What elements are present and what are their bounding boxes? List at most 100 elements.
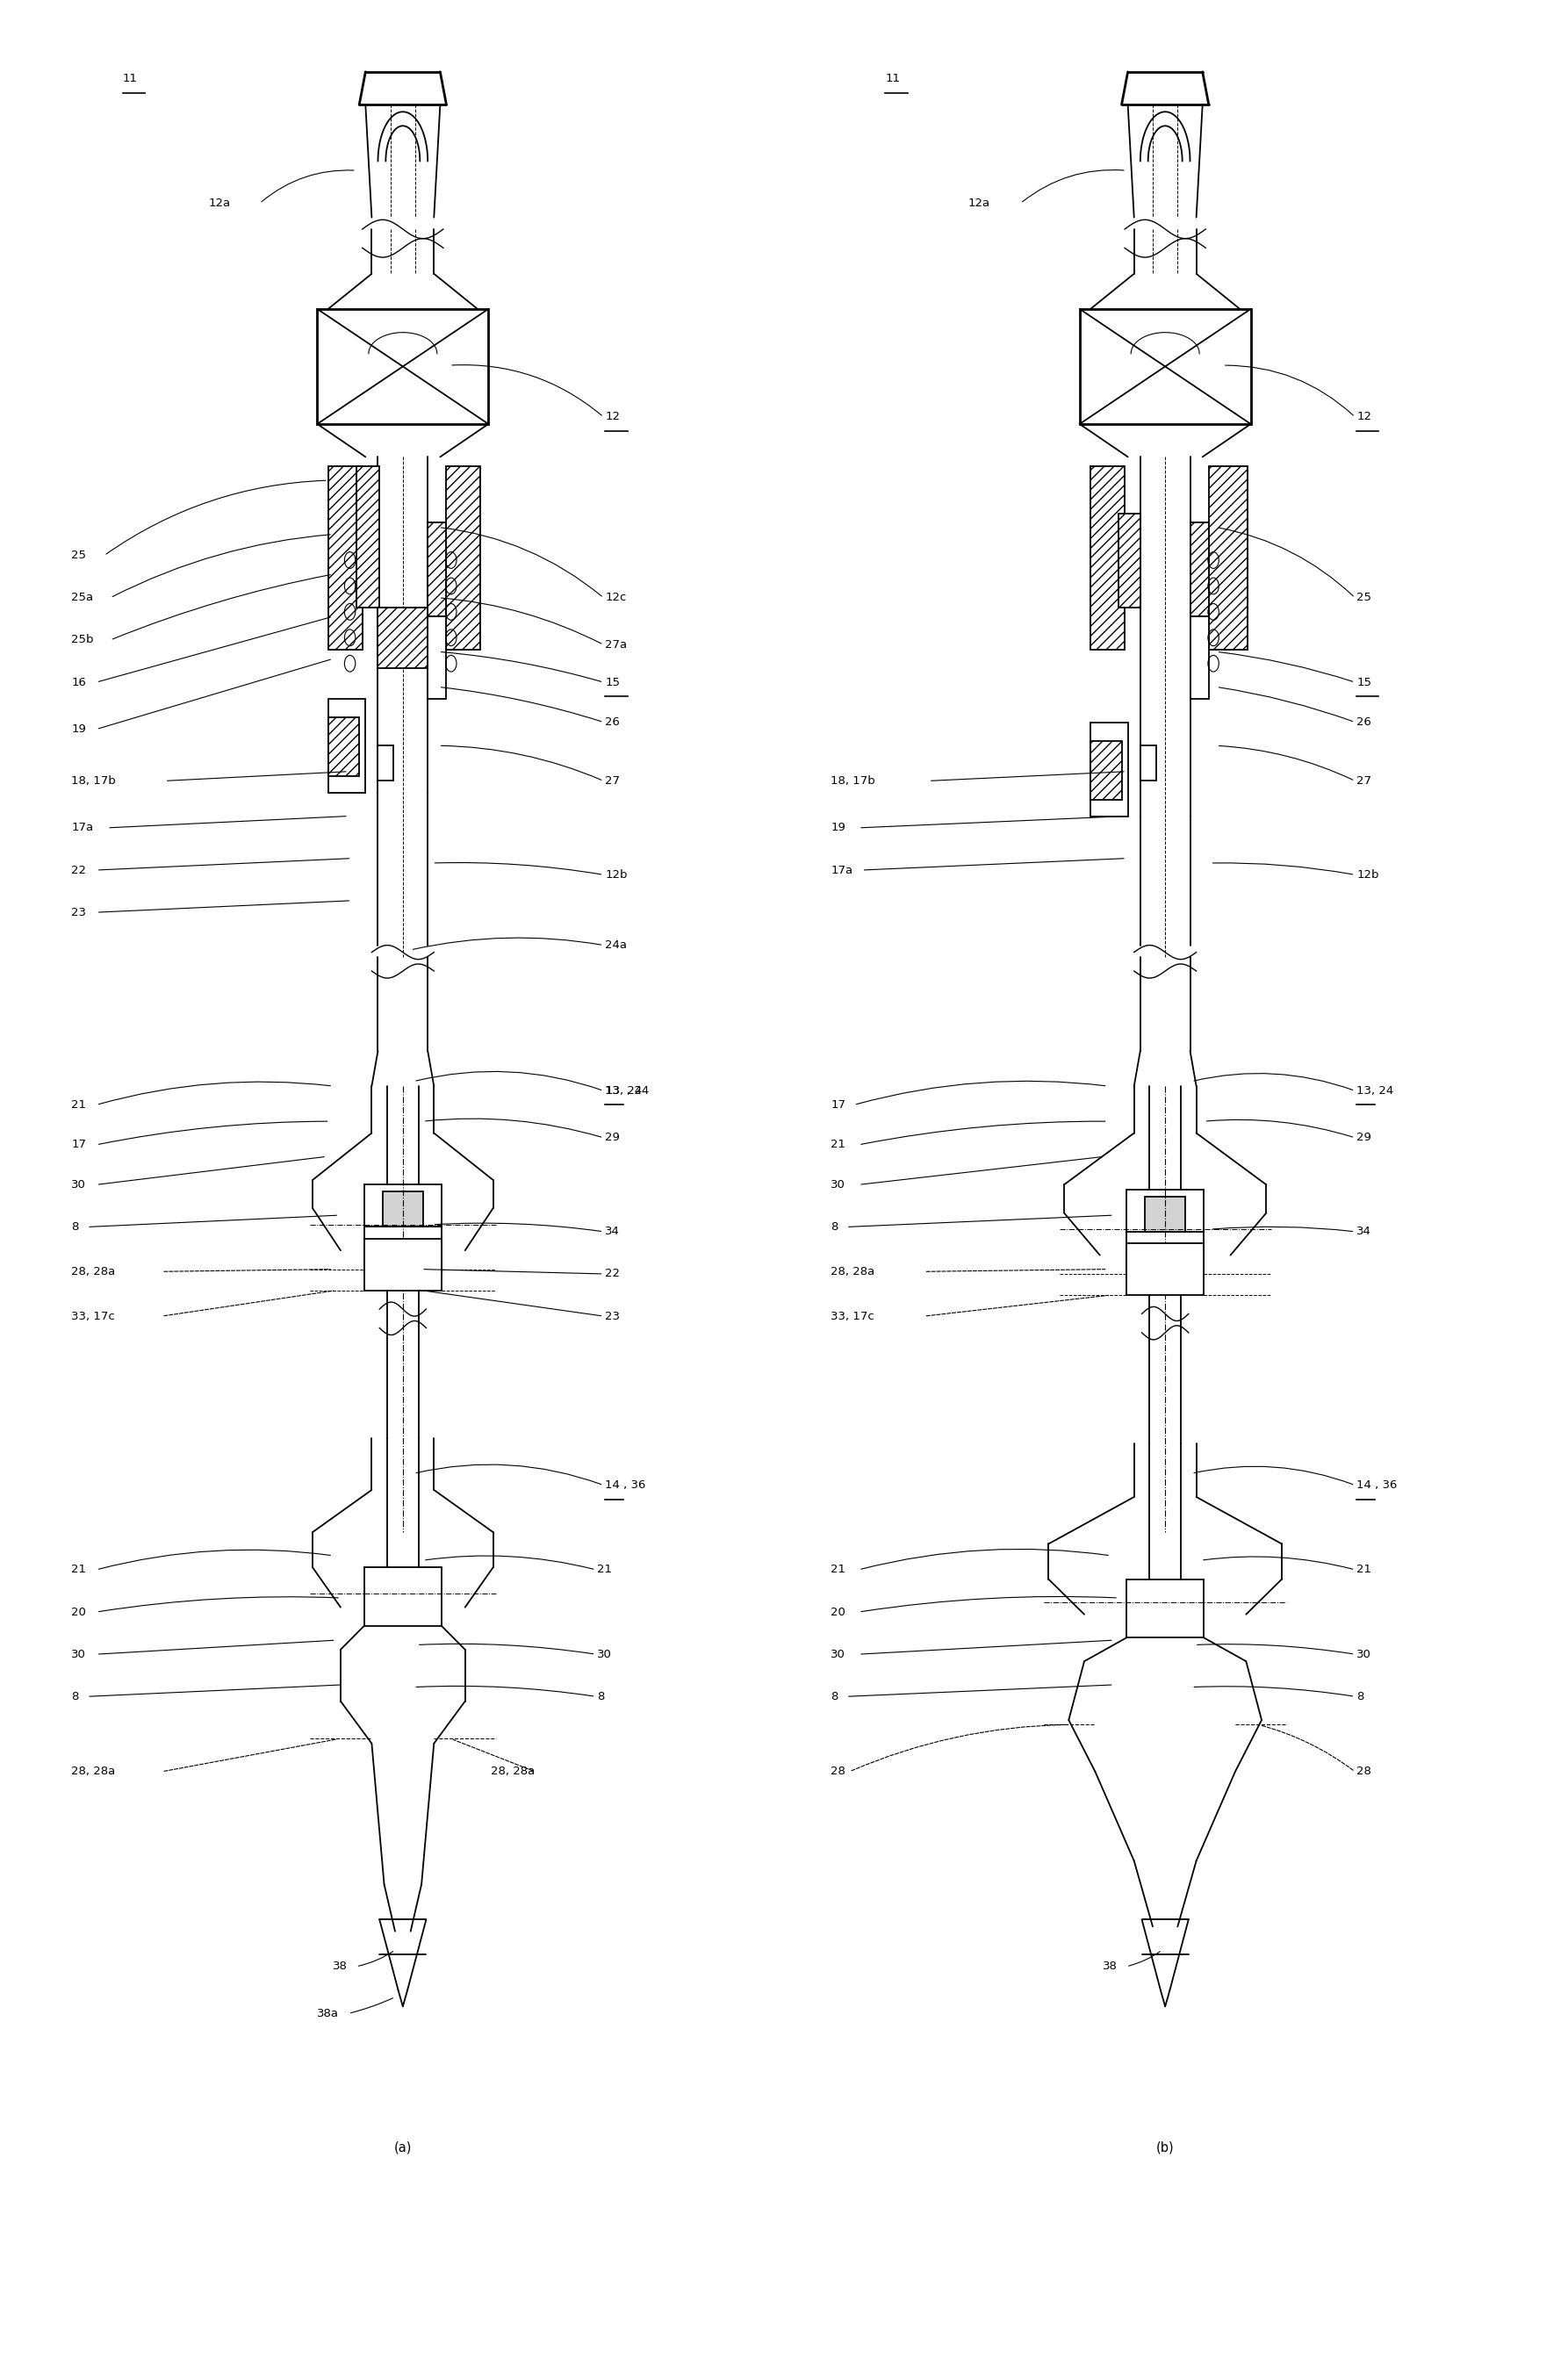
Bar [1209, 467, 1248, 649]
Text: 30: 30 [597, 1650, 612, 1659]
Bar [378, 746, 394, 781]
Bar [364, 1239, 442, 1291]
Text: 12: 12 [1356, 411, 1372, 422]
Text: 11: 11 [884, 73, 900, 85]
Text: 34: 34 [1356, 1225, 1372, 1237]
Text: 29: 29 [1356, 1133, 1372, 1145]
Bar [1190, 522, 1209, 616]
Bar [1090, 722, 1127, 817]
Bar [328, 699, 365, 793]
Text: 21: 21 [1356, 1565, 1372, 1576]
Text: 14 , 36: 14 , 36 [605, 1480, 646, 1492]
Text: 18, 17b: 18, 17b [831, 774, 875, 786]
Text: 30: 30 [1356, 1650, 1372, 1659]
Text: 8: 8 [72, 1690, 78, 1702]
Text: 15: 15 [1356, 677, 1372, 689]
Text: 23: 23 [72, 906, 86, 918]
Text: 27: 27 [1356, 774, 1372, 786]
Text: 38a: 38a [317, 2008, 339, 2020]
Text: 17a: 17a [72, 821, 94, 833]
Text: 26: 26 [1356, 717, 1372, 727]
Text: 12a: 12a [967, 198, 989, 210]
Text: 34: 34 [605, 1225, 619, 1237]
Text: 28: 28 [831, 1765, 845, 1777]
Text: 28, 28a: 28, 28a [491, 1765, 535, 1777]
Text: 15: 15 [605, 677, 619, 689]
Text: 30: 30 [72, 1180, 86, 1189]
Text: 33, 17c: 33, 17c [831, 1310, 875, 1322]
Text: 21: 21 [72, 1565, 86, 1576]
Text: 20: 20 [72, 1607, 86, 1617]
Text: 22: 22 [72, 864, 86, 876]
Text: 13, 24: 13, 24 [1356, 1086, 1394, 1097]
Text: 12b: 12b [1356, 868, 1378, 880]
Bar [364, 1185, 442, 1227]
Bar [1126, 1189, 1204, 1232]
Text: 21: 21 [72, 1100, 86, 1112]
Text: , 24: , 24 [627, 1086, 649, 1097]
Bar [447, 467, 481, 649]
Text: 8: 8 [831, 1220, 837, 1232]
Bar [1090, 741, 1121, 800]
Text: 13: 13 [605, 1086, 619, 1097]
Bar [1118, 512, 1140, 607]
Text: (b): (b) [1156, 2141, 1174, 2155]
Text: 21: 21 [831, 1565, 845, 1576]
Bar [428, 522, 447, 616]
Bar [1080, 309, 1251, 425]
Text: 8: 8 [1356, 1690, 1364, 1702]
Text: 30: 30 [831, 1650, 845, 1659]
Bar [317, 309, 488, 425]
Text: 17: 17 [831, 1100, 845, 1112]
Text: 25: 25 [72, 550, 86, 562]
Text: 8: 8 [597, 1690, 605, 1702]
Text: 14 , 36: 14 , 36 [1356, 1480, 1397, 1492]
Text: 38: 38 [1102, 1961, 1118, 1973]
Bar [1126, 1244, 1204, 1296]
Text: 25a: 25a [72, 592, 94, 604]
Text: 20: 20 [831, 1607, 845, 1617]
Bar [328, 717, 359, 776]
Text: 33, 17c: 33, 17c [72, 1310, 114, 1322]
Bar [356, 467, 379, 607]
Text: 21: 21 [831, 1140, 845, 1149]
Bar [364, 1567, 442, 1626]
Text: 11: 11 [122, 73, 138, 85]
Text: 27: 27 [605, 774, 619, 786]
Text: 16: 16 [72, 677, 86, 689]
Bar [378, 607, 428, 668]
Text: 13, 24: 13, 24 [605, 1086, 643, 1097]
Text: 25b: 25b [72, 635, 94, 647]
Text: 21: 21 [597, 1565, 612, 1576]
Text: 12a: 12a [209, 198, 230, 210]
Text: 27a: 27a [605, 640, 627, 651]
Text: 19: 19 [72, 725, 86, 734]
Bar [428, 616, 447, 699]
Text: (a): (a) [394, 2141, 412, 2155]
Text: 17: 17 [72, 1140, 86, 1149]
Bar [1090, 467, 1124, 649]
Bar [383, 1192, 423, 1227]
Text: 12: 12 [605, 411, 619, 422]
Text: 12c: 12c [605, 592, 627, 604]
Text: 17a: 17a [831, 864, 853, 876]
Bar [1126, 1579, 1204, 1638]
Text: 23: 23 [605, 1310, 619, 1322]
Text: 38: 38 [332, 1961, 348, 1973]
Bar [1140, 746, 1156, 781]
Text: 19: 19 [831, 821, 845, 833]
Bar [1190, 616, 1209, 699]
Text: 28, 28a: 28, 28a [72, 1265, 116, 1277]
Text: 8: 8 [831, 1690, 837, 1702]
Text: 12b: 12b [605, 868, 627, 880]
Bar [328, 467, 362, 649]
Text: 28, 28a: 28, 28a [72, 1765, 116, 1777]
Text: 28, 28a: 28, 28a [831, 1265, 875, 1277]
Bar [1145, 1197, 1185, 1232]
Text: 25: 25 [1356, 592, 1372, 604]
Text: 28: 28 [1356, 1765, 1372, 1777]
Text: 18, 17b: 18, 17b [72, 774, 116, 786]
Text: 30: 30 [831, 1180, 845, 1189]
Text: 30: 30 [72, 1650, 86, 1659]
Text: 8: 8 [72, 1220, 78, 1232]
